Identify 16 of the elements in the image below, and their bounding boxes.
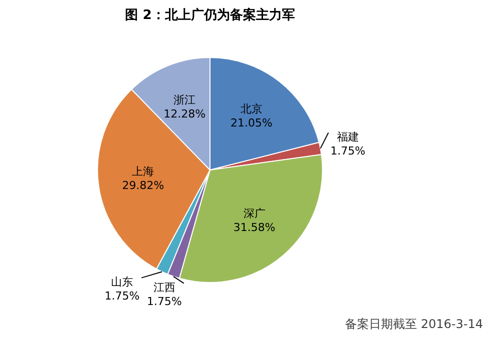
slice-label: 福建 — [336, 130, 359, 144]
data-label: 1.75% — [330, 144, 366, 158]
slice-label: 浙江 — [174, 93, 196, 106]
data-label: 29.82% — [122, 179, 164, 192]
slice-label: 北京 — [240, 102, 262, 116]
data-label: 12.28% — [164, 107, 206, 120]
chart-title: 图 2：北上广仍为备案主力军 — [124, 6, 296, 24]
data-label: 21.05% — [230, 116, 272, 130]
data-label: 31.58% — [233, 220, 276, 234]
text: 备案日期截至 2016-3-14 — [345, 316, 483, 333]
slice-label: 上海 — [132, 165, 154, 178]
slice-label: 山东 — [111, 276, 134, 289]
slice-label: 江西 — [153, 281, 176, 294]
data-label: 1.75% — [104, 290, 140, 303]
slice-label: 深广 — [243, 206, 266, 220]
data-label: 1.75% — [146, 295, 182, 308]
